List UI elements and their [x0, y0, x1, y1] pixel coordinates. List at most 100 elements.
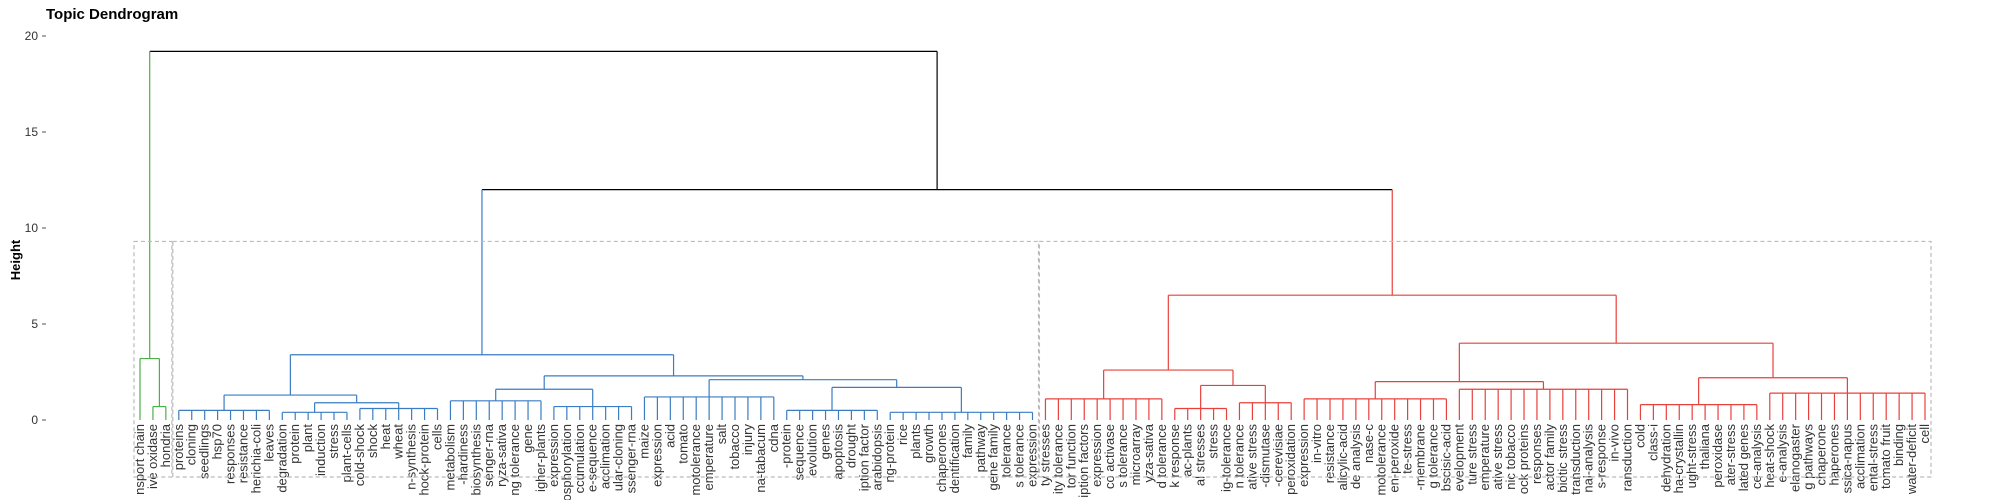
leaf-label: phosphorylation — [559, 424, 574, 500]
leaf-label: tomato fruit — [1878, 424, 1893, 489]
leaf-label: alicylic-acid — [1335, 424, 1350, 490]
leaf-label: ccumulation — [572, 424, 587, 493]
leaf-label: microarray — [1128, 424, 1143, 486]
leaf-label: expression — [1025, 424, 1040, 487]
leaf-label: evelopment — [1451, 424, 1466, 492]
leaf-label: emperature — [1477, 424, 1492, 490]
chart-title: Topic Dendrogram — [46, 6, 178, 23]
leaf-label: pathway — [973, 424, 988, 473]
leaf-label: cold-shock — [352, 424, 367, 487]
leaf-label: -membrane — [1413, 424, 1428, 490]
leaf-label: peroxidase — [1710, 424, 1725, 488]
leaf-label: ransduction — [1620, 424, 1635, 491]
leaf-label: seedlings — [197, 424, 212, 479]
leaf-label: expression — [649, 424, 664, 487]
leaf-label: expression — [546, 424, 561, 487]
leaf-label: ative stress — [1490, 424, 1505, 490]
leaf-label: ac-plants — [1180, 424, 1195, 477]
leaf-label: stress — [326, 424, 341, 459]
leaf-label: -dismutase — [1257, 424, 1272, 488]
leaf-label: al stresses — [1193, 424, 1208, 487]
leaf-label: resistance — [1322, 424, 1337, 483]
leaf-label: actor family — [1542, 424, 1557, 491]
leaf-label: tobacco — [727, 424, 742, 470]
leaf-label: plants — [908, 424, 923, 459]
leaf-label: biotic stress — [1555, 424, 1570, 493]
leaf-label: expression — [1089, 424, 1104, 487]
leaf-label: binding — [1891, 424, 1906, 466]
leaf-label: te-stress — [1400, 424, 1415, 474]
leaf-label: -cerevisiae — [1270, 424, 1285, 487]
leaf-label: in-vitro — [1309, 424, 1324, 463]
leaf-label: growth — [921, 424, 936, 463]
y-tick-label: 20 — [25, 29, 39, 43]
leaf-label: ng tolerance — [507, 424, 522, 496]
leaf-label: nase-c — [1361, 424, 1376, 464]
leaf-label: gene family — [986, 424, 1001, 491]
leaf-label: cdna — [766, 423, 781, 452]
leaf-label: responses — [1529, 424, 1544, 484]
leaf-label: ryza-sativa — [494, 423, 509, 487]
cluster-box — [1038, 240, 1932, 478]
leaf-label: dehydration — [1658, 424, 1673, 492]
leaf-label: arabidopsis — [869, 424, 884, 491]
leaf-label: ssica-napus — [1839, 424, 1854, 494]
leaf-label: heat-shock — [1762, 424, 1777, 488]
leaf-label: n tolerance — [1231, 424, 1246, 488]
leaf-label: resistance — [235, 424, 250, 483]
leaf-label: cell — [1917, 424, 1932, 444]
leaf-label: yza-sativa — [1141, 423, 1156, 482]
leaf-label: g pathways — [1801, 424, 1816, 490]
leaf-label: ive oxidase — [145, 424, 160, 489]
leaf-label: hock-protein — [417, 424, 432, 496]
leaf-label: shock — [365, 424, 380, 458]
y-tick-label: 15 — [25, 125, 39, 139]
leaf-label: maize — [636, 424, 651, 459]
leaf-label: plant — [300, 424, 315, 453]
leaf-label: plant-cells — [339, 424, 354, 483]
leaf-label: induction — [313, 424, 328, 476]
leaf-label: acid — [662, 424, 677, 448]
leaf-label: tolerance — [999, 424, 1014, 477]
leaf-label: igher-plants — [533, 424, 548, 492]
leaf-label: e-sequence — [585, 424, 600, 492]
y-tick-label: 5 — [31, 317, 38, 331]
leaf-label: acclimation — [598, 424, 613, 489]
leaf-label: family — [960, 424, 975, 458]
leaf-label: tor function — [1063, 424, 1078, 488]
leaf-label: leaves — [261, 424, 276, 462]
leaf-label: ught-stress — [1684, 424, 1699, 489]
leaf-label: iption factor — [856, 423, 871, 491]
leaf-label: degradation — [274, 424, 289, 493]
leaf-label: wheat — [391, 424, 406, 460]
leaf-label: proteins — [171, 424, 186, 471]
y-axis-label: Height — [8, 239, 23, 280]
leaf-label: n-synthesis — [404, 424, 419, 490]
leaf-label: s tolerance — [1012, 424, 1027, 488]
leaf-label: cells — [430, 424, 445, 451]
leaf-label: herichia-coli — [248, 424, 263, 493]
leaf-label: ig-tolerance — [1219, 424, 1234, 492]
leaf-label: e-analysis — [1775, 424, 1790, 483]
leaf-label: g tolerance — [1425, 424, 1440, 488]
leaf-label: de analysis — [1348, 424, 1363, 490]
leaf-label: cold — [1632, 424, 1647, 448]
leaf-label: ssenger-rna — [624, 423, 639, 493]
leaf-label: rice — [895, 424, 910, 445]
leaf-label: protein — [287, 424, 302, 464]
leaf-label: k response — [1167, 424, 1182, 488]
leaf-label: responses — [223, 424, 238, 484]
y-tick-label: 10 — [25, 221, 39, 235]
leaf-label: nal-analysis — [1581, 424, 1596, 493]
leaf-label: chaperones — [934, 424, 949, 492]
leaf-label: motolerance — [1374, 424, 1389, 496]
leaf-label: sequence — [792, 424, 807, 480]
leaf-label: en-peroxide — [1387, 424, 1402, 493]
leaf-label: emperature — [701, 424, 716, 490]
leaf-label: class-i — [1645, 424, 1660, 461]
leaf-label: ative stress — [1244, 424, 1259, 490]
leaf-label: genes — [818, 424, 833, 460]
leaf-label: drought — [843, 424, 858, 468]
